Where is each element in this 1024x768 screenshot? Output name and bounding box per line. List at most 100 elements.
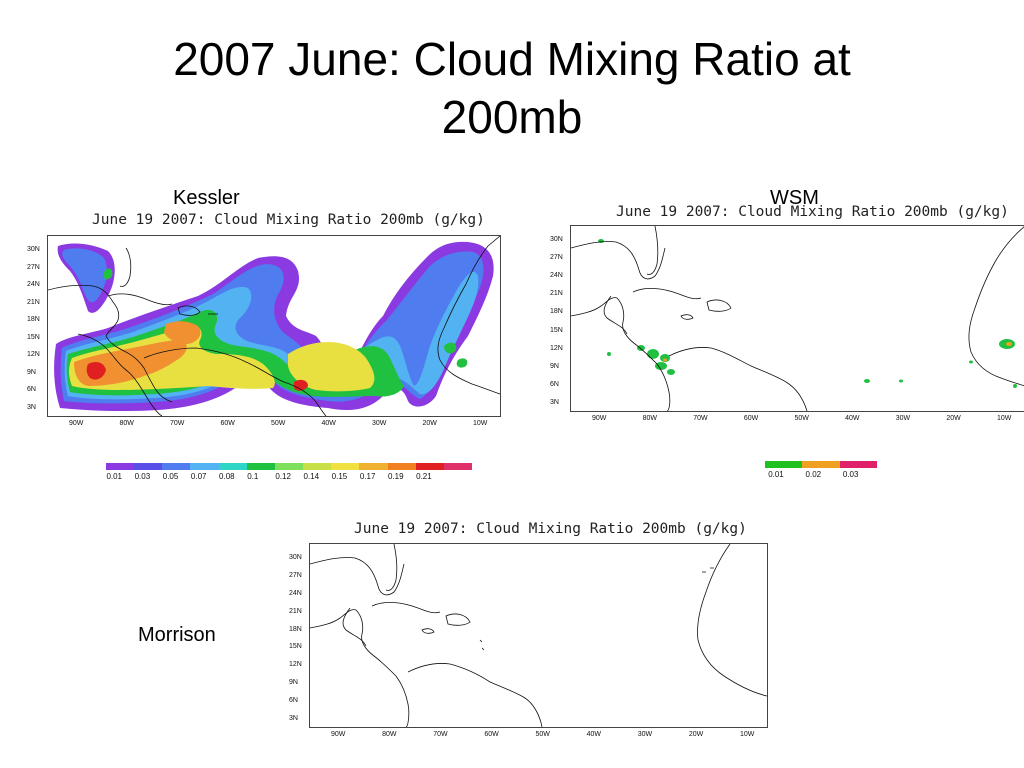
morrison-lat-label: 21N: [289, 607, 302, 615]
wsm-cell-8: [864, 379, 870, 383]
kessler-colorbar-label: 0.17: [359, 472, 376, 481]
kessler-colorbar-swatch: [274, 463, 304, 470]
morrison-lon-label: 90W: [331, 731, 346, 738]
kessler-colorbar-swatch: [303, 463, 332, 470]
wsm-plot-title: June 19 2007: Cloud Mixing Ratio 200mb (…: [616, 204, 1009, 220]
kessler-hispaniola: [177, 305, 201, 316]
kessler-colorbar-swatch: [106, 463, 135, 470]
morrison-lat-label: 3N: [289, 715, 298, 722]
wsm-lat-label: 12N: [550, 344, 563, 352]
wsm-lat-label: 18N: [550, 308, 563, 316]
kessler-field-blue-north: [62, 248, 107, 303]
kessler-lon-label: 90W: [69, 420, 84, 427]
morrison-lat-label: 6N: [289, 697, 298, 705]
kessler-lat-label: 30N: [27, 246, 40, 253]
wsm-map-canvas: [571, 226, 1024, 411]
kessler-field-red-2: [294, 379, 308, 391]
morrison-label: Morrison: [138, 624, 216, 646]
kessler-lat-label: 6N: [27, 386, 36, 394]
wsm-colorbar-swatch: [802, 461, 840, 468]
kessler-colorbar-label: 0.14: [303, 472, 320, 481]
morrison-lon-label: 40W: [586, 731, 602, 738]
morrison-map: [309, 543, 768, 728]
kessler-colorbar-label: 0.01: [106, 472, 123, 481]
kessler-colorbar-swatch: [162, 463, 191, 470]
kessler-cloud-field: [54, 241, 494, 412]
wsm-gulf-coast: [571, 241, 666, 280]
kessler-colorbar-swatch: [134, 463, 163, 470]
morrison-yucatan: [342, 607, 367, 647]
wsm-cloud-field: [598, 239, 1017, 388]
kessler-lat-label: 21N: [27, 298, 40, 306]
wsm-lon-label: 50W: [794, 415, 809, 422]
morrison-lon-label: 60W: [484, 731, 499, 738]
wsm-cell-1: [598, 239, 604, 243]
morrison-lat-label: 27N: [289, 571, 302, 579]
morrison-lat-label: 12N: [289, 661, 302, 669]
wsm-lon-label: 40W: [845, 415, 860, 422]
morrison-coastlines: [310, 544, 767, 727]
wsm-lat-label: 24N: [550, 272, 563, 280]
morrison-lon-label: 10W: [740, 731, 755, 738]
wsm-cell-5: [655, 362, 667, 370]
wsm-lat-label: 3N: [550, 399, 559, 406]
morrison-lon-label: 30W: [637, 731, 653, 738]
kessler-lon-label: 80W: [119, 420, 134, 427]
wsm-africa: [968, 226, 1024, 387]
kessler-africa: [437, 236, 500, 395]
wsm-lon-label: 70W: [693, 415, 708, 422]
kessler-colorbar: [106, 463, 473, 470]
wsm-lon-label: 80W: [642, 415, 658, 422]
kessler-colorbar-swatch: [415, 463, 444, 470]
wsm-coastlines: [571, 226, 1024, 411]
wsm-cell-orange-2: [1006, 342, 1012, 346]
wsm-colorbar-swatch: [839, 461, 877, 468]
wsm-cell-4: [660, 354, 670, 362]
wsm-lat-label: 30N: [550, 236, 563, 243]
wsm-lon-label: 60W: [743, 415, 759, 422]
wsm-cuba: [632, 288, 702, 300]
kessler-colorbar-swatch: [443, 463, 473, 470]
slide-title-line1: 2007 June: Cloud Mixing Ratio at: [173, 33, 851, 85]
kessler-lat-label: 15N: [27, 333, 40, 341]
morrison-lat-label: 18N: [289, 625, 302, 633]
kessler-lat-label: 3N: [27, 404, 36, 411]
wsm-cell-11: [1013, 384, 1017, 388]
wsm-south-america: [668, 347, 808, 411]
morrison-gulf-coast: [310, 557, 405, 596]
wsm-cell-orange: [663, 358, 667, 362]
kessler-lat-label: 24N: [27, 281, 40, 289]
kessler-cuba: [107, 293, 173, 306]
morrison-plot-title: June 19 2007: Cloud Mixing Ratio 200mb (…: [354, 521, 747, 537]
slide-title: 2007 June: Cloud Mixing Ratio at 200mb: [112, 30, 912, 146]
wsm-lon-label: 10W: [997, 415, 1012, 422]
morrison-canary-islands: [702, 567, 714, 573]
kessler-label: Kessler: [173, 187, 240, 209]
kessler-coastlines: [48, 236, 500, 416]
wsm-cell-2: [637, 345, 645, 351]
wsm-colorbar-label: 0.03: [842, 470, 859, 479]
wsm-hispaniola: [706, 299, 732, 312]
kessler-central-america: [77, 333, 163, 416]
kessler-colorbar-label: 0.1: [247, 472, 259, 481]
wsm-cell-9: [899, 379, 903, 383]
kessler-colorbar-swatch: [218, 463, 247, 470]
morrison-south-america: [407, 663, 543, 727]
wsm-lat-label: 6N: [550, 380, 559, 388]
morrison-lon-label: 50W: [535, 731, 550, 738]
kessler-colorbar-swatch: [387, 463, 416, 470]
morrison-lon-label: 20W: [688, 731, 704, 738]
morrison-hispaniola: [445, 613, 471, 626]
kessler-colorbar-swatch: [246, 463, 275, 470]
kessler-gulf-coast: [48, 284, 173, 403]
kessler-lat-label: 12N: [27, 351, 40, 359]
wsm-colorbar-swatch: [765, 461, 803, 468]
morrison-africa: [697, 544, 767, 697]
slide-title-line2: 200mb: [441, 91, 583, 143]
kessler-lon-label: 40W: [321, 420, 336, 427]
kessler-lat-label: 18N: [27, 316, 40, 324]
wsm-label: WSM: [770, 187, 819, 209]
wsm-lon-label: 30W: [895, 415, 911, 422]
wsm-yucatan: [603, 295, 628, 335]
wsm-colorbar-label: 0.01: [768, 470, 784, 479]
